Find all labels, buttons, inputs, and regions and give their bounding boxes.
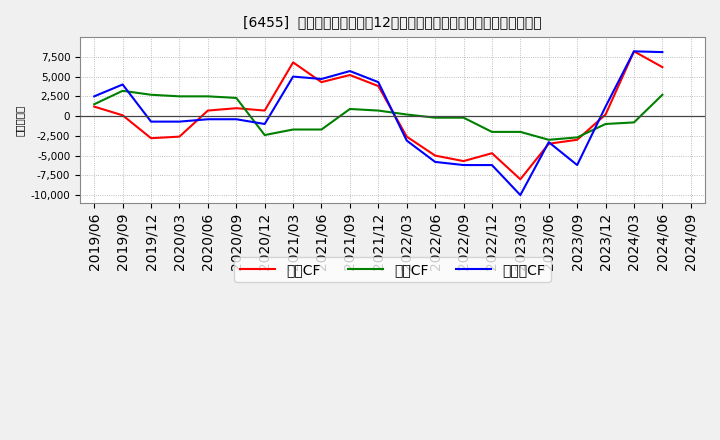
投資CF bbox=[516, 129, 525, 135]
投資CF bbox=[118, 88, 127, 93]
フリーCF bbox=[90, 94, 99, 99]
フリーCF bbox=[601, 104, 610, 109]
投資CF bbox=[261, 132, 269, 138]
フリーCF bbox=[516, 192, 525, 198]
営業CF bbox=[431, 153, 439, 158]
フリーCF bbox=[175, 119, 184, 124]
営業CF bbox=[90, 104, 99, 109]
フリーCF bbox=[261, 121, 269, 127]
フリーCF bbox=[459, 162, 468, 168]
フリーCF bbox=[232, 117, 240, 122]
投資CF bbox=[374, 108, 382, 113]
投資CF bbox=[402, 112, 411, 117]
営業CF bbox=[544, 141, 553, 147]
フリーCF bbox=[487, 162, 496, 168]
フリーCF bbox=[431, 159, 439, 165]
Y-axis label: （百万円）: （百万円） bbox=[15, 104, 25, 136]
Line: 投資CF: 投資CF bbox=[94, 91, 662, 140]
フリーCF bbox=[204, 117, 212, 122]
投資CF bbox=[147, 92, 156, 97]
営業CF bbox=[204, 108, 212, 113]
フリーCF bbox=[318, 76, 326, 81]
営業CF bbox=[118, 113, 127, 118]
営業CF bbox=[601, 112, 610, 117]
営業CF bbox=[318, 80, 326, 85]
営業CF bbox=[516, 176, 525, 182]
投資CF bbox=[289, 127, 297, 132]
営業CF bbox=[658, 65, 667, 70]
営業CF bbox=[374, 84, 382, 89]
フリーCF bbox=[544, 139, 553, 145]
フリーCF bbox=[289, 74, 297, 79]
投資CF bbox=[487, 129, 496, 135]
投資CF bbox=[175, 94, 184, 99]
Legend: 営業CF, 投資CF, フリーCF: 営業CF, 投資CF, フリーCF bbox=[235, 257, 551, 282]
営業CF bbox=[261, 108, 269, 113]
投資CF bbox=[90, 102, 99, 107]
営業CF bbox=[402, 134, 411, 139]
フリーCF bbox=[630, 49, 639, 54]
営業CF bbox=[630, 49, 639, 54]
営業CF bbox=[459, 158, 468, 164]
Line: フリーCF: フリーCF bbox=[94, 51, 662, 195]
フリーCF bbox=[346, 69, 354, 74]
投資CF bbox=[431, 115, 439, 120]
フリーCF bbox=[374, 80, 382, 85]
投資CF bbox=[318, 127, 326, 132]
投資CF bbox=[601, 121, 610, 127]
投資CF bbox=[204, 94, 212, 99]
フリーCF bbox=[573, 162, 582, 168]
営業CF bbox=[346, 73, 354, 78]
投資CF bbox=[658, 92, 667, 97]
投資CF bbox=[630, 120, 639, 125]
フリーCF bbox=[118, 82, 127, 87]
営業CF bbox=[232, 106, 240, 111]
投資CF bbox=[232, 95, 240, 101]
営業CF bbox=[147, 136, 156, 141]
投資CF bbox=[544, 137, 553, 143]
フリーCF bbox=[402, 138, 411, 143]
Line: 営業CF: 営業CF bbox=[94, 51, 662, 179]
投資CF bbox=[573, 135, 582, 140]
フリーCF bbox=[147, 119, 156, 124]
投資CF bbox=[459, 115, 468, 120]
フリーCF bbox=[658, 49, 667, 55]
投資CF bbox=[346, 106, 354, 112]
営業CF bbox=[487, 150, 496, 156]
営業CF bbox=[175, 134, 184, 139]
営業CF bbox=[289, 60, 297, 65]
営業CF bbox=[573, 137, 582, 143]
Title: [6455]  キャッシュフローの12か月移動合計の対前年同期増減額の推移: [6455] キャッシュフローの12か月移動合計の対前年同期増減額の推移 bbox=[243, 15, 542, 29]
